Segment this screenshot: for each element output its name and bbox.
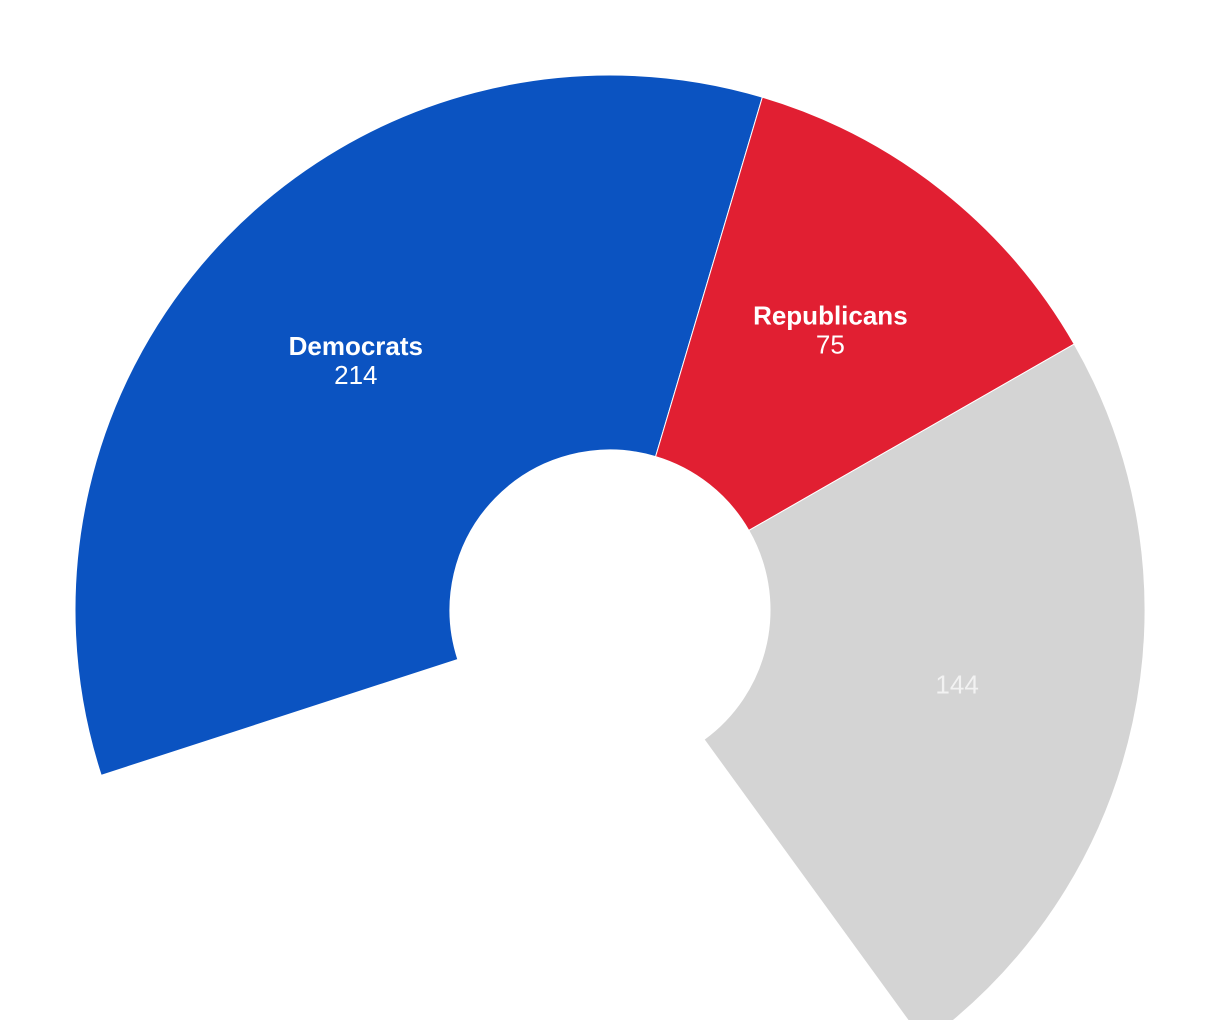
slice-value-other: 144 — [935, 669, 978, 699]
slice-value-republicans: 75 — [816, 330, 845, 360]
slice-label-republicans: Republicans — [753, 301, 908, 331]
slice-value-democrats: 214 — [334, 360, 377, 390]
slice-democrats — [74, 74, 763, 776]
slice-label-democrats: Democrats — [289, 331, 423, 361]
slice-republicans — [654, 96, 1075, 532]
slices-group — [74, 74, 1146, 1025]
slice-other — [703, 343, 1146, 1025]
